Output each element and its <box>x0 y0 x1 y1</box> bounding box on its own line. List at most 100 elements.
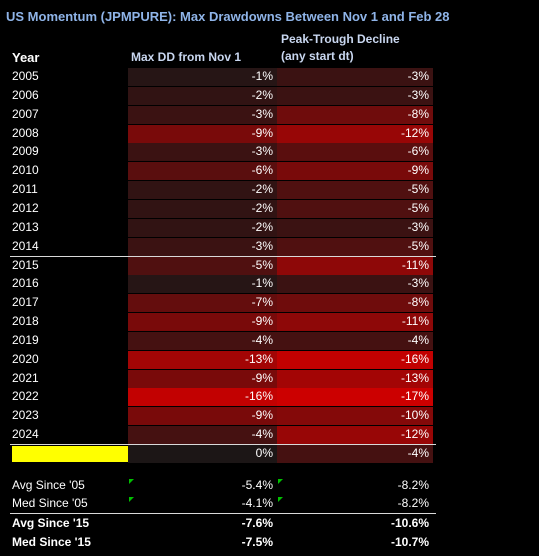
peak-trough-cell: -13% <box>277 369 433 388</box>
year-label: 2012 <box>12 200 39 215</box>
peak-trough-cell-value: -12% <box>400 427 429 442</box>
max-dd-cell-value: -2% <box>251 182 273 197</box>
peak-trough-cell-value: -4% <box>407 446 429 460</box>
year-label: 2016 <box>12 276 39 291</box>
peak-trough-cell-value: -12% <box>400 125 429 140</box>
stat-label: Avg Since '05 <box>12 478 85 492</box>
stat-peak-trough: -8.2% <box>397 478 429 492</box>
peak-trough-cell-value: -5% <box>407 182 429 197</box>
year-label: 2011 <box>12 182 38 197</box>
peak-trough-cell: -11% <box>277 313 433 332</box>
peak-trough-cell: -10% <box>277 407 433 426</box>
peak-trough-cell: -3% <box>277 275 433 294</box>
year-label: 2022 <box>12 389 39 404</box>
peak-trough-cell: -16% <box>277 350 433 369</box>
peak-trough-cell-value: -3% <box>407 219 429 234</box>
peak-trough-cell: -3% <box>277 68 433 86</box>
stats-separator <box>10 513 436 514</box>
max-dd-cell: -2% <box>128 218 277 237</box>
max-dd-cell: -3% <box>128 237 277 256</box>
max-dd-cell: -9% <box>128 124 277 143</box>
peak-trough-cell: -4% <box>277 331 433 350</box>
header-peak-trough: Peak-Trough Decline <box>281 32 400 46</box>
max-dd-cell-value: -1% <box>251 276 273 291</box>
peak-trough-cell-value: -8% <box>407 295 429 310</box>
stat-label: Med Since '05 <box>12 496 88 510</box>
max-dd-cell: -6% <box>128 162 277 181</box>
peak-trough-cell: -5% <box>277 199 433 218</box>
stat-label: Med Since '15 <box>12 535 91 549</box>
year-label: 2006 <box>12 87 39 102</box>
stat-peak-trough: -10.7% <box>390 535 429 549</box>
peak-trough-cell: -17% <box>277 388 433 407</box>
row-separator <box>10 255 436 257</box>
year-label: 2010 <box>12 163 39 178</box>
header-year: Year <box>12 50 40 65</box>
max-dd-cell: 0% <box>128 445 277 463</box>
year-label: 2023 <box>12 408 39 423</box>
stat-max-dd: -4.1% <box>241 496 273 510</box>
max-dd-cell: -2% <box>128 181 277 200</box>
max-dd-cell-value: -4% <box>251 427 273 442</box>
table-row: 2008 -9% -12% <box>0 124 539 143</box>
max-dd-cell-value: -1% <box>251 69 273 83</box>
max-dd-cell-value: -7% <box>251 295 273 310</box>
peak-trough-cell: -9% <box>277 162 433 181</box>
max-dd-cell: -1% <box>128 275 277 294</box>
peak-trough-cell: -11% <box>277 256 433 275</box>
max-dd-cell: -3% <box>128 143 277 162</box>
peak-trough-cell-value: -8% <box>407 106 429 121</box>
peak-trough-cell-value: -5% <box>407 200 429 215</box>
peak-trough-cell: -12% <box>277 426 433 445</box>
table-row: 2016 -1% -3% <box>0 275 539 294</box>
table-row: 2022 -16% -17% <box>0 388 539 407</box>
max-dd-cell: -9% <box>128 369 277 388</box>
comment-marker-icon <box>129 497 134 502</box>
max-dd-cell-value: -5% <box>251 257 273 272</box>
peak-trough-cell: -6% <box>277 143 433 162</box>
peak-trough-cell: -3% <box>277 86 433 105</box>
table-row: 2018 -9% -11% <box>0 313 539 332</box>
max-dd-cell-value: -3% <box>251 238 273 253</box>
peak-trough-cell-value: -3% <box>407 87 429 102</box>
max-dd-cell-value: -2% <box>251 200 273 215</box>
max-dd-cell-value: -13% <box>244 351 273 366</box>
max-dd-cell-value: -9% <box>251 370 273 385</box>
peak-trough-cell-value: -6% <box>407 144 429 159</box>
table-row: 2012 -2% -5% <box>0 199 539 218</box>
ytd-highlight <box>12 446 128 462</box>
year-label: 2013 <box>12 219 39 234</box>
year-label: 2024 <box>12 427 39 442</box>
table-row: 2013 -2% -3% <box>0 218 539 237</box>
table-row: 2005 -1% -3% <box>0 68 539 86</box>
year-label: 2019 <box>12 332 39 347</box>
peak-trough-cell-value: -5% <box>407 238 429 253</box>
year-label: 2021 <box>12 370 39 385</box>
table-row: 2019 -4% -4% <box>0 331 539 350</box>
header-max-dd: Max DD from Nov 1 <box>131 50 242 64</box>
max-dd-cell: -4% <box>128 331 277 350</box>
year-label: 2008 <box>12 125 39 140</box>
table-row: 2014 -3% -5% <box>0 237 539 256</box>
max-dd-cell: -16% <box>128 388 277 407</box>
table-row: 2021 -9% -13% <box>0 369 539 388</box>
year-label: 2018 <box>12 314 39 329</box>
comment-marker-icon <box>278 479 283 484</box>
stat-max-dd: -7.5% <box>241 535 273 549</box>
max-dd-cell-value: -9% <box>251 314 273 329</box>
peak-trough-cell-value: -10% <box>400 408 429 423</box>
max-dd-cell: -5% <box>128 256 277 275</box>
peak-trough-cell-value: -4% <box>407 332 429 347</box>
max-dd-cell-value: -2% <box>251 87 273 102</box>
peak-trough-cell: -5% <box>277 237 433 256</box>
max-dd-cell: -13% <box>128 350 277 369</box>
year-label: 2017 <box>12 295 39 310</box>
table-row: 2017 -7% -8% <box>0 294 539 313</box>
year-label: 2020 <box>12 351 39 366</box>
max-dd-cell: -1% <box>128 68 277 86</box>
row-separator <box>10 444 436 445</box>
max-dd-cell-value: -6% <box>251 163 273 178</box>
peak-trough-cell: -4% <box>277 445 433 463</box>
year-label: 2009 <box>12 144 39 159</box>
peak-trough-cell: -5% <box>277 181 433 200</box>
